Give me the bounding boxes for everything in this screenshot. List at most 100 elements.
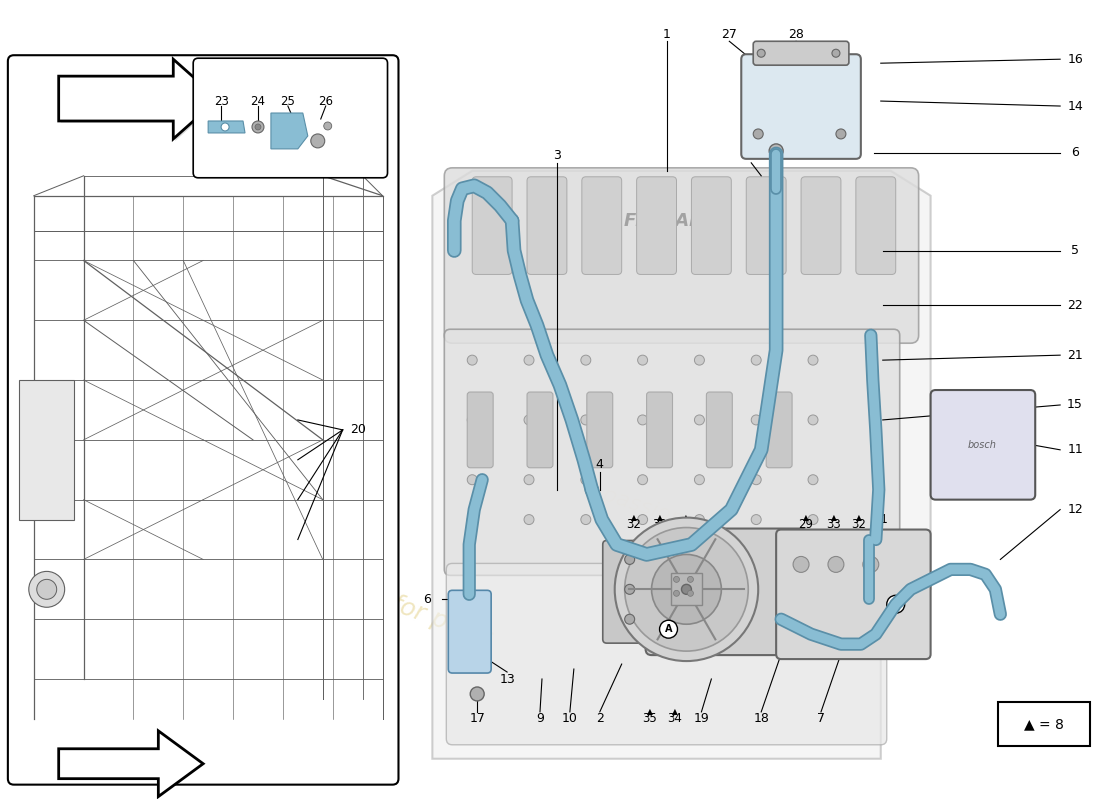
FancyBboxPatch shape [472,177,513,274]
Circle shape [638,415,648,425]
Circle shape [887,595,904,614]
Circle shape [638,355,648,365]
Text: 13: 13 [499,673,515,686]
Circle shape [751,355,761,365]
Text: 16: 16 [1067,53,1084,66]
Circle shape [615,518,758,661]
Circle shape [255,124,261,130]
Circle shape [625,554,635,565]
Circle shape [673,590,680,596]
Text: 10: 10 [562,712,578,726]
FancyBboxPatch shape [746,177,786,274]
Text: 12: 12 [1067,503,1084,516]
FancyBboxPatch shape [468,392,493,468]
Text: 17: 17 [470,712,485,726]
Text: A: A [892,599,900,610]
FancyBboxPatch shape [582,177,621,274]
Text: 6: 6 [1071,146,1079,159]
Text: ▲ = 8: ▲ = 8 [1024,717,1064,731]
FancyBboxPatch shape [767,392,792,468]
Text: ▲: ▲ [672,707,678,716]
FancyBboxPatch shape [603,541,661,643]
Circle shape [323,122,332,130]
Text: 3: 3 [553,150,561,162]
Text: A: A [664,624,672,634]
Text: 25: 25 [280,94,295,107]
Text: ▲: ▲ [630,513,637,522]
Circle shape [29,571,65,607]
Circle shape [832,50,840,58]
Text: 15: 15 [1067,398,1084,411]
Circle shape [682,584,692,594]
Circle shape [221,123,229,131]
FancyBboxPatch shape [741,54,861,159]
Circle shape [581,474,591,485]
Circle shape [468,474,477,485]
Text: 2: 2 [596,712,604,726]
Circle shape [252,121,264,133]
FancyBboxPatch shape [586,392,613,468]
Polygon shape [432,171,931,758]
Text: bosch: bosch [968,440,997,450]
Polygon shape [271,113,308,149]
Circle shape [581,514,591,525]
Circle shape [694,355,704,365]
Text: 14: 14 [1067,99,1084,113]
FancyBboxPatch shape [647,392,672,468]
Circle shape [828,557,844,572]
Circle shape [468,514,477,525]
Circle shape [808,415,818,425]
Text: a passion for parts: a passion for parts [580,478,783,561]
Circle shape [808,474,818,485]
Text: ▲: ▲ [647,707,652,716]
Text: 5: 5 [1071,244,1079,257]
Text: 23: 23 [213,94,229,107]
Circle shape [862,557,879,572]
Circle shape [524,514,534,525]
Text: 32: 32 [851,518,867,531]
FancyBboxPatch shape [447,563,887,745]
Text: 31: 31 [873,513,888,526]
Text: 4: 4 [747,150,756,162]
Text: euro: euro [43,439,364,560]
FancyBboxPatch shape [444,168,918,343]
Circle shape [524,474,534,485]
Circle shape [751,474,761,485]
Circle shape [638,474,648,485]
Text: 26: 26 [318,94,333,107]
FancyBboxPatch shape [931,390,1035,500]
Circle shape [754,129,763,139]
FancyBboxPatch shape [194,58,387,178]
Circle shape [468,355,477,365]
Text: ▲: ▲ [803,513,808,522]
FancyBboxPatch shape [692,177,732,274]
Text: 19: 19 [693,712,710,726]
FancyBboxPatch shape [706,392,733,468]
Circle shape [808,355,818,365]
Circle shape [660,620,678,638]
Circle shape [470,687,484,701]
FancyBboxPatch shape [527,392,553,468]
Circle shape [688,576,693,582]
FancyBboxPatch shape [671,574,703,606]
Text: ▲: ▲ [878,508,883,517]
Circle shape [688,590,693,596]
Circle shape [694,415,704,425]
Polygon shape [58,731,204,797]
Polygon shape [60,61,220,141]
Text: 7: 7 [817,712,825,726]
Text: 28: 28 [788,28,804,41]
Text: euro: euro [476,403,727,496]
FancyBboxPatch shape [527,177,566,274]
Circle shape [581,415,591,425]
Circle shape [36,579,57,599]
FancyBboxPatch shape [999,702,1090,746]
Text: 34: 34 [667,712,682,726]
Text: 9: 9 [536,712,543,726]
Circle shape [751,415,761,425]
Text: 33: 33 [826,518,842,531]
Circle shape [672,575,701,603]
FancyBboxPatch shape [449,590,492,673]
Text: a passion for parts: a passion for parts [268,548,496,650]
Circle shape [524,415,534,425]
